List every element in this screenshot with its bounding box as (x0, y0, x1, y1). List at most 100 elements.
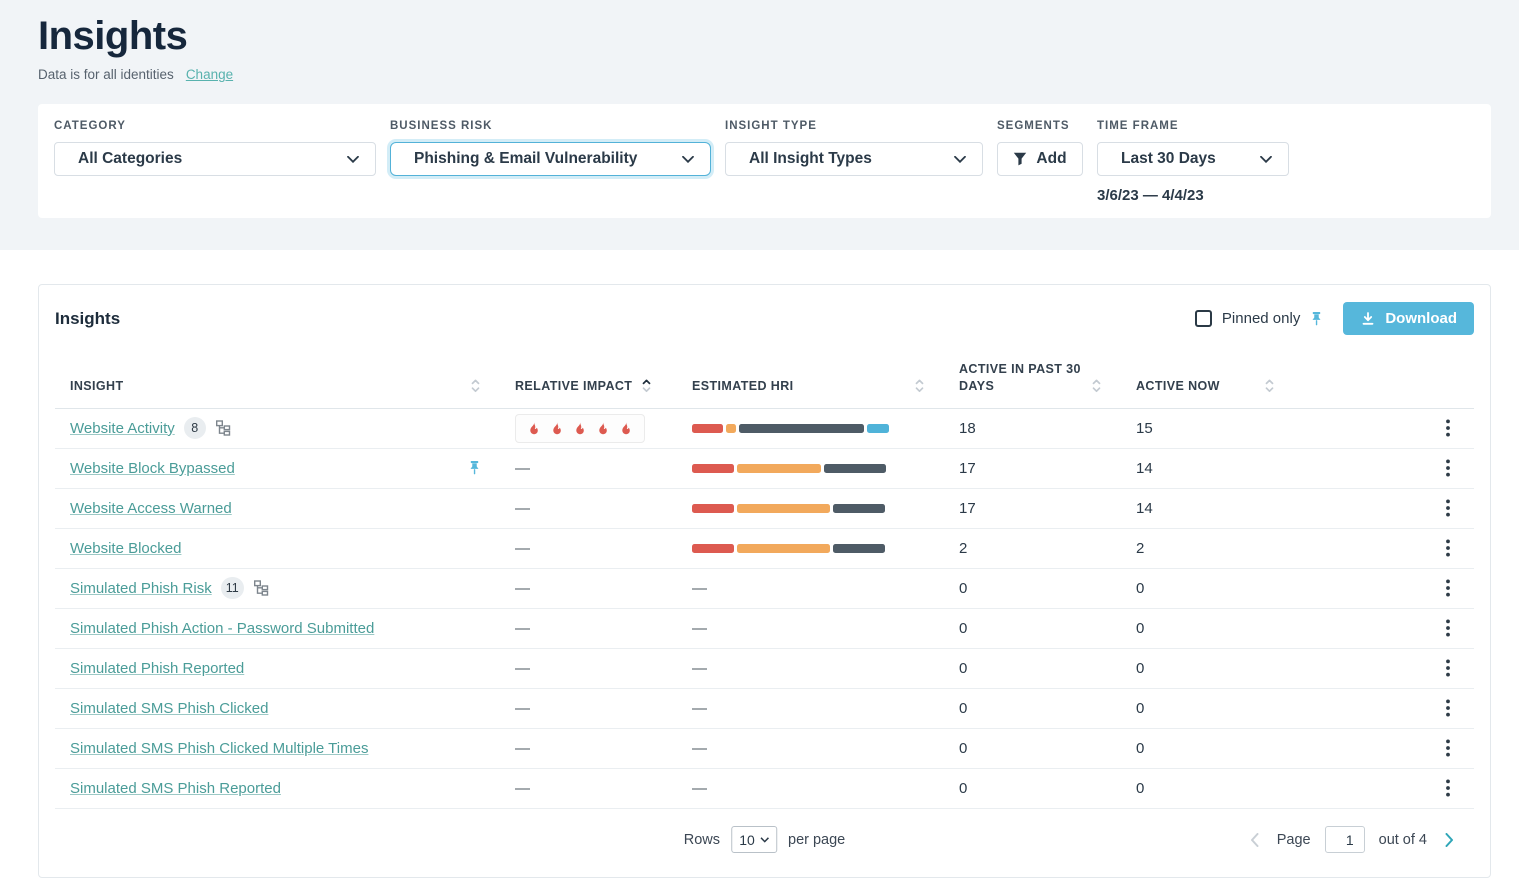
flame-icon (576, 421, 584, 434)
hri-segment-orange (737, 463, 821, 473)
hri-segment-red (692, 463, 734, 473)
row-menu-button[interactable] (1440, 575, 1456, 601)
sort-icon[interactable] (1264, 378, 1275, 394)
sort-icon[interactable] (1091, 378, 1102, 394)
column-header-relative-impact[interactable]: RELATIVE IMPACT (515, 378, 692, 395)
add-segment-button[interactable]: Add (997, 142, 1083, 176)
chevron-down-icon (682, 155, 694, 163)
insight-link[interactable]: Simulated Phish Reported (70, 659, 245, 677)
relative-impact-empty: — (515, 699, 530, 717)
pinned-only-toggle[interactable]: Pinned only (1194, 310, 1323, 327)
hri-segment-slate (824, 463, 886, 473)
insight-link[interactable]: Simulated SMS Phish Reported (70, 779, 281, 797)
active-past-30-value: 2 (959, 539, 968, 557)
page-number-input[interactable] (1324, 826, 1365, 854)
table-row: Website Access Warned — 17 14 (55, 489, 1474, 529)
category-select[interactable]: All Categories (54, 142, 376, 176)
estimated-hri-bar (692, 543, 885, 553)
previous-page-button[interactable] (1246, 831, 1263, 849)
estimated-hri-empty: — (692, 619, 707, 637)
column-header-active-now[interactable]: ACTIVE NOW (1136, 378, 1291, 395)
table-row: Website Block Bypassed — 17 14 (55, 449, 1474, 489)
row-menu-button[interactable] (1440, 495, 1456, 521)
column-label: ACTIVE IN PAST 30 DAYS (959, 362, 1081, 393)
filter-time-frame: TIME FRAME Last 30 Days 3/6/23 — 4/4/23 (1097, 120, 1289, 204)
rows-per-page-select[interactable]: 10 (731, 826, 778, 854)
filter-insight-type: INSIGHT TYPE All Insight Types (725, 120, 983, 204)
time-frame-select[interactable]: Last 30 Days (1097, 142, 1289, 176)
business-risk-select[interactable]: Phishing & Email Vulnerability (390, 142, 711, 176)
column-label: ESTIMATED HRI (692, 378, 794, 393)
insight-link[interactable]: Website Blocked (70, 539, 182, 557)
insight-link[interactable]: Simulated SMS Phish Clicked Multiple Tim… (70, 739, 369, 757)
insight-link[interactable]: Website Block Bypassed (70, 459, 235, 477)
table-row: Simulated Phish Action - Password Submit… (55, 609, 1474, 649)
org-tree-icon[interactable] (215, 420, 231, 436)
per-page-label: per page (788, 831, 846, 848)
column-header-estimated-hri[interactable]: ESTIMATED HRI (692, 378, 959, 395)
row-menu-button[interactable] (1440, 455, 1456, 481)
relative-impact-empty: — (515, 579, 530, 597)
estimated-hri-bar (692, 463, 886, 473)
insight-link[interactable]: Simulated SMS Phish Clicked (70, 699, 269, 717)
kebab-icon (1446, 419, 1450, 437)
row-menu-button[interactable] (1440, 655, 1456, 681)
rows-label: Rows (683, 831, 721, 848)
row-menu-button[interactable] (1440, 415, 1456, 441)
insight-link[interactable]: Simulated Phish Risk (70, 579, 212, 597)
org-tree-icon[interactable] (253, 580, 269, 596)
hri-segment-blue (867, 423, 889, 433)
column-label: ACTIVE NOW (1136, 378, 1220, 393)
relative-impact-empty: — (515, 659, 530, 677)
insight-link[interactable]: Simulated Phish Action - Password Submit… (70, 619, 375, 637)
estimated-hri-bar (692, 503, 885, 513)
relative-impact-flames (515, 413, 645, 443)
estimated-hri-bar (692, 423, 889, 433)
chevron-left-icon (1250, 832, 1259, 847)
pinned-only-checkbox[interactable] (1194, 310, 1212, 327)
sort-icon[interactable] (470, 378, 481, 394)
insight-count-badge: 8 (183, 417, 206, 440)
kebab-icon (1446, 459, 1450, 477)
flame-icon (599, 421, 607, 434)
row-menu-button[interactable] (1440, 535, 1456, 561)
column-label: INSIGHT (70, 378, 124, 393)
relative-impact-empty: — (515, 619, 530, 637)
active-past-30-value: 0 (959, 699, 968, 717)
next-page-button[interactable] (1441, 831, 1458, 849)
relative-impact-empty: — (515, 499, 530, 517)
change-identities-link[interactable]: Change (185, 67, 234, 82)
sort-icon[interactable] (641, 378, 652, 394)
download-button[interactable]: Download (1343, 302, 1474, 335)
active-now-value: 15 (1136, 419, 1153, 437)
hri-segment-orange (737, 543, 830, 553)
table-footer: Rows 10 per page Page out of 4 (55, 809, 1474, 871)
estimated-hri-empty: — (692, 779, 707, 797)
table-row: Simulated Phish Reported — — 0 0 (55, 649, 1474, 689)
relative-impact-empty: — (515, 459, 530, 477)
kebab-icon (1446, 499, 1450, 517)
pin-icon (1310, 311, 1323, 327)
subtitle-text: Data is for all identities (38, 67, 174, 82)
table-body: Website Activity 8 18 15 Website Block Byp… (55, 409, 1474, 809)
insight-count-badge: 11 (220, 577, 244, 600)
insight-link[interactable]: Website Access Warned (70, 499, 232, 517)
estimated-hri-empty: — (692, 739, 707, 757)
column-header-active-in-past-30-days[interactable]: ACTIVE IN PAST 30 DAYS (959, 361, 1136, 395)
sort-icon[interactable] (914, 378, 925, 394)
filter-business-risk: BUSINESS RISK Phishing & Email Vulnerabi… (390, 120, 711, 204)
pin-icon (468, 460, 481, 476)
row-menu-button[interactable] (1440, 775, 1456, 801)
insight-type-select[interactable]: All Insight Types (725, 142, 983, 176)
time-frame-value: Last 30 Days (1121, 150, 1216, 167)
active-past-30-value: 0 (959, 739, 968, 757)
insights-card: Insights Pinned only Download INSIGHT (38, 284, 1491, 878)
row-menu-button[interactable] (1440, 735, 1456, 761)
kebab-icon (1446, 659, 1450, 677)
row-menu-button[interactable] (1440, 615, 1456, 641)
chevron-down-icon (1260, 155, 1272, 163)
active-now-value: 0 (1136, 699, 1145, 717)
insight-link[interactable]: Website Activity (70, 419, 175, 437)
row-menu-button[interactable] (1440, 695, 1456, 721)
column-header-insight[interactable]: INSIGHT (55, 378, 515, 395)
